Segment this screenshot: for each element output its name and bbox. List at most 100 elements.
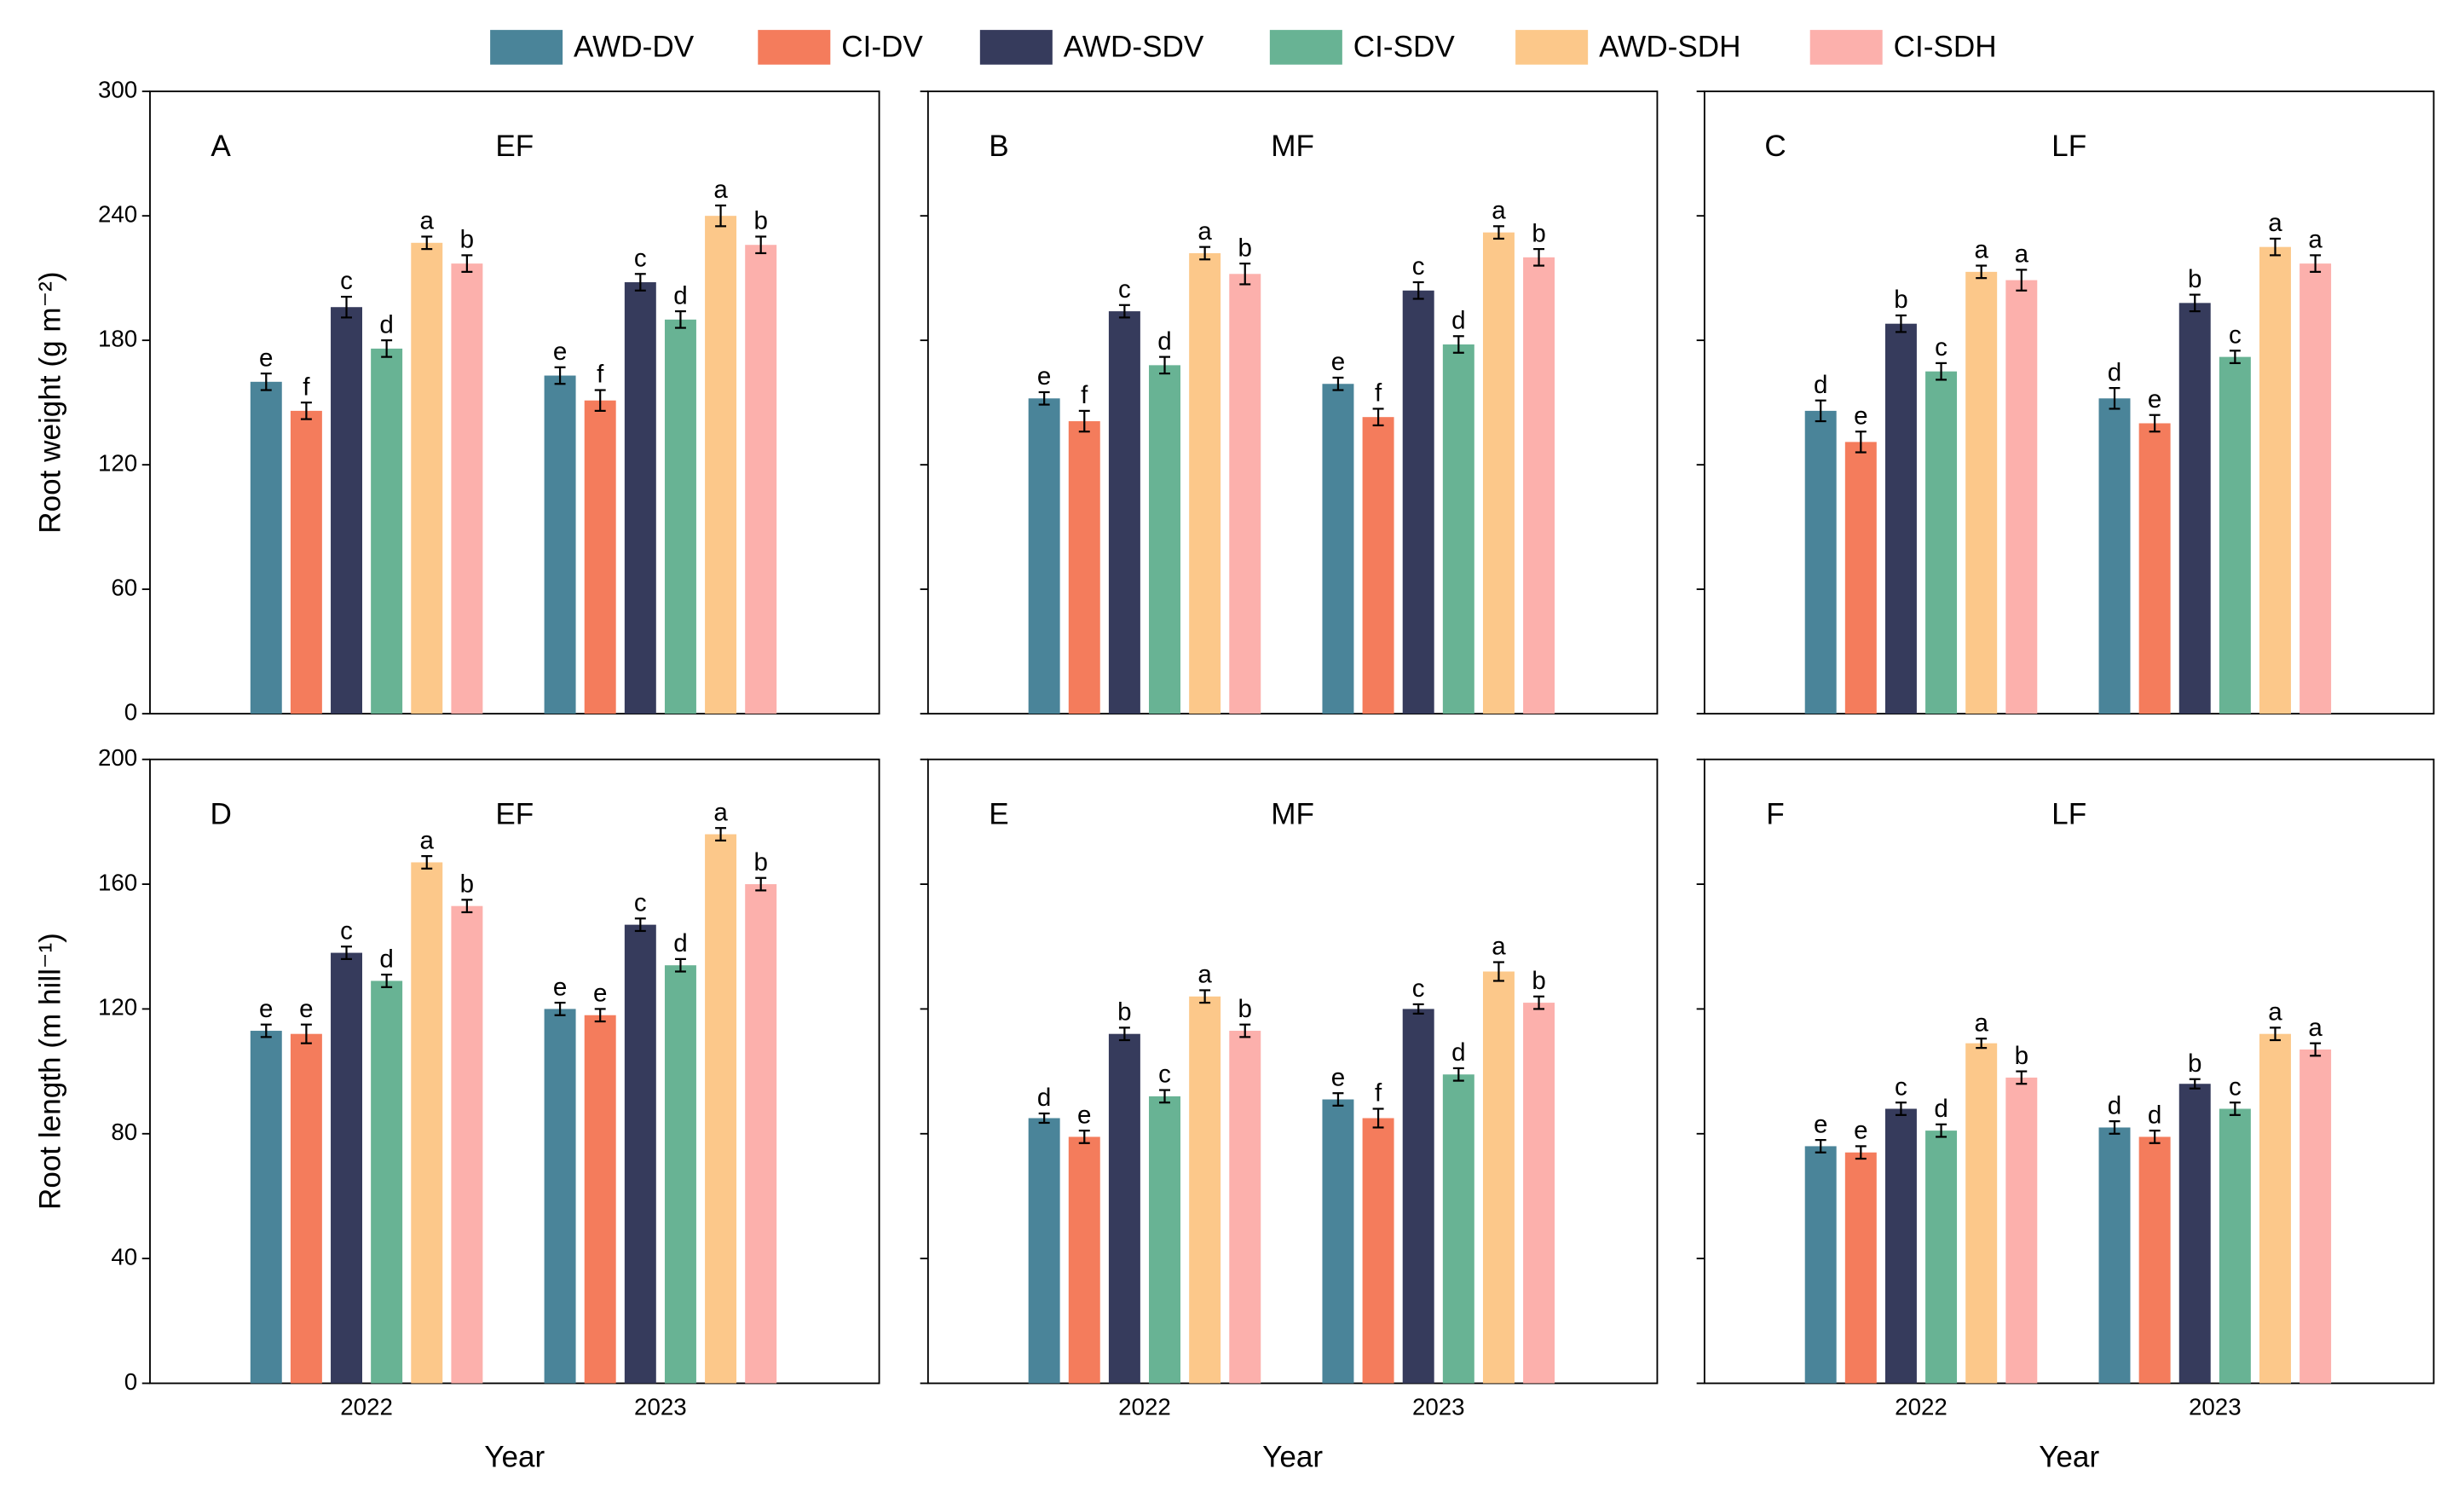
error-bar — [2109, 1120, 2121, 1135]
error-bar — [1332, 1092, 1344, 1107]
significance-letter: c — [1935, 333, 1948, 361]
significance-letter: c — [1412, 252, 1425, 280]
significance-letter: e — [1037, 362, 1051, 390]
significance-letter: a — [1974, 236, 1988, 264]
y-tick-label: 0 — [124, 698, 137, 725]
y-tick-label: 240 — [98, 200, 137, 227]
significance-letter: e — [1814, 1110, 1827, 1138]
significance-letter: b — [1532, 219, 1545, 247]
bar — [411, 242, 443, 714]
significance-letter: f — [1081, 381, 1088, 409]
y-axis-label: Root length (m hill⁻¹) — [34, 933, 67, 1210]
error-bar — [1895, 1102, 1907, 1116]
y-tick-label: 300 — [98, 76, 137, 102]
significance-letter: d — [2108, 1091, 2121, 1119]
significance-letter: d — [1037, 1084, 1051, 1112]
significance-letter: d — [2148, 1101, 2161, 1129]
bar — [1189, 996, 1221, 1384]
error-bar — [674, 309, 686, 329]
significance-letter: b — [2015, 1042, 2028, 1070]
significance-letter: e — [1077, 1101, 1091, 1129]
bar — [624, 282, 656, 714]
significance-letter: a — [1492, 197, 1506, 225]
error-bar — [1199, 989, 1211, 1004]
significance-letter: a — [2308, 226, 2323, 254]
significance-letter: c — [1158, 1061, 1171, 1089]
legend-label: CI-DV — [841, 31, 923, 64]
significance-letter: b — [1894, 286, 1907, 314]
error-bar — [594, 1008, 606, 1023]
y-tick-label: 0 — [124, 1368, 137, 1395]
bar — [1844, 442, 1877, 714]
error-bar — [1976, 264, 1988, 280]
legend-swatch — [758, 30, 831, 65]
x-tick-label: 2023 — [2189, 1393, 2242, 1420]
significance-letter: d — [379, 945, 393, 973]
bar — [1965, 1043, 1998, 1384]
significance-letter: a — [420, 207, 435, 235]
significance-letter: a — [2015, 240, 2029, 269]
y-tick-label: 80 — [111, 1119, 137, 1145]
y-axis-label: Root weight (g m⁻²) — [34, 272, 67, 534]
error-bar — [634, 273, 646, 292]
error-bar — [1452, 1067, 1464, 1082]
bar — [250, 1031, 282, 1384]
panel-title: EF — [495, 798, 534, 831]
y-tick-label: 160 — [98, 869, 137, 895]
bar — [624, 924, 656, 1384]
error-bar — [300, 1023, 312, 1044]
error-bar — [2189, 1078, 2201, 1090]
error-bar — [1332, 376, 1344, 391]
error-bar — [1976, 1038, 1988, 1050]
bar — [1482, 971, 1515, 1384]
error-bar — [715, 827, 727, 841]
significance-letter: e — [2148, 385, 2161, 413]
error-bar — [341, 295, 352, 319]
error-bar — [2310, 1042, 2322, 1057]
error-bar — [1372, 408, 1384, 427]
error-bar — [1492, 225, 1504, 240]
significance-letter: d — [1157, 327, 1171, 356]
error-bar — [1118, 1026, 1130, 1042]
bar — [2178, 1084, 2211, 1384]
bar — [1362, 1118, 1394, 1384]
bar — [290, 410, 322, 714]
error-bar — [2270, 1026, 2281, 1042]
bar — [331, 952, 362, 1384]
significance-letter: d — [673, 281, 687, 309]
bar — [1925, 371, 1958, 714]
significance-letter: a — [713, 798, 728, 826]
error-bar — [1533, 995, 1545, 1010]
legend-label: CI-SDV — [1353, 31, 1456, 64]
significance-letter: e — [593, 980, 607, 1008]
significance-letter: b — [2188, 1050, 2201, 1078]
significance-letter: d — [1934, 1095, 1948, 1123]
error-bar — [1412, 280, 1424, 300]
bar — [1442, 344, 1474, 714]
significance-letter: e — [299, 995, 313, 1023]
error-bar — [1038, 1112, 1050, 1125]
bar — [1402, 1009, 1434, 1384]
bar — [1844, 1152, 1877, 1384]
panel-title: MF — [1271, 130, 1314, 163]
error-bar — [755, 235, 767, 255]
bar — [705, 834, 737, 1384]
legend-label: AWD-DV — [574, 31, 695, 64]
panel-label: F — [1766, 798, 1784, 831]
error-bar — [634, 917, 646, 933]
error-bar — [1855, 431, 1867, 454]
bar — [2098, 398, 2131, 714]
panel-title: LF — [2051, 130, 2086, 163]
significance-letter: a — [1974, 1009, 1988, 1037]
error-bar — [1412, 1003, 1424, 1015]
legend-swatch — [490, 30, 563, 65]
bar — [1229, 1031, 1261, 1384]
error-bar — [2310, 254, 2322, 273]
panel-label: D — [210, 798, 231, 831]
error-bar — [461, 899, 473, 914]
plot-frame — [926, 90, 1659, 715]
bar — [2098, 1127, 2131, 1384]
y-tick-label: 120 — [98, 449, 137, 476]
significance-letter: a — [1197, 961, 1212, 989]
